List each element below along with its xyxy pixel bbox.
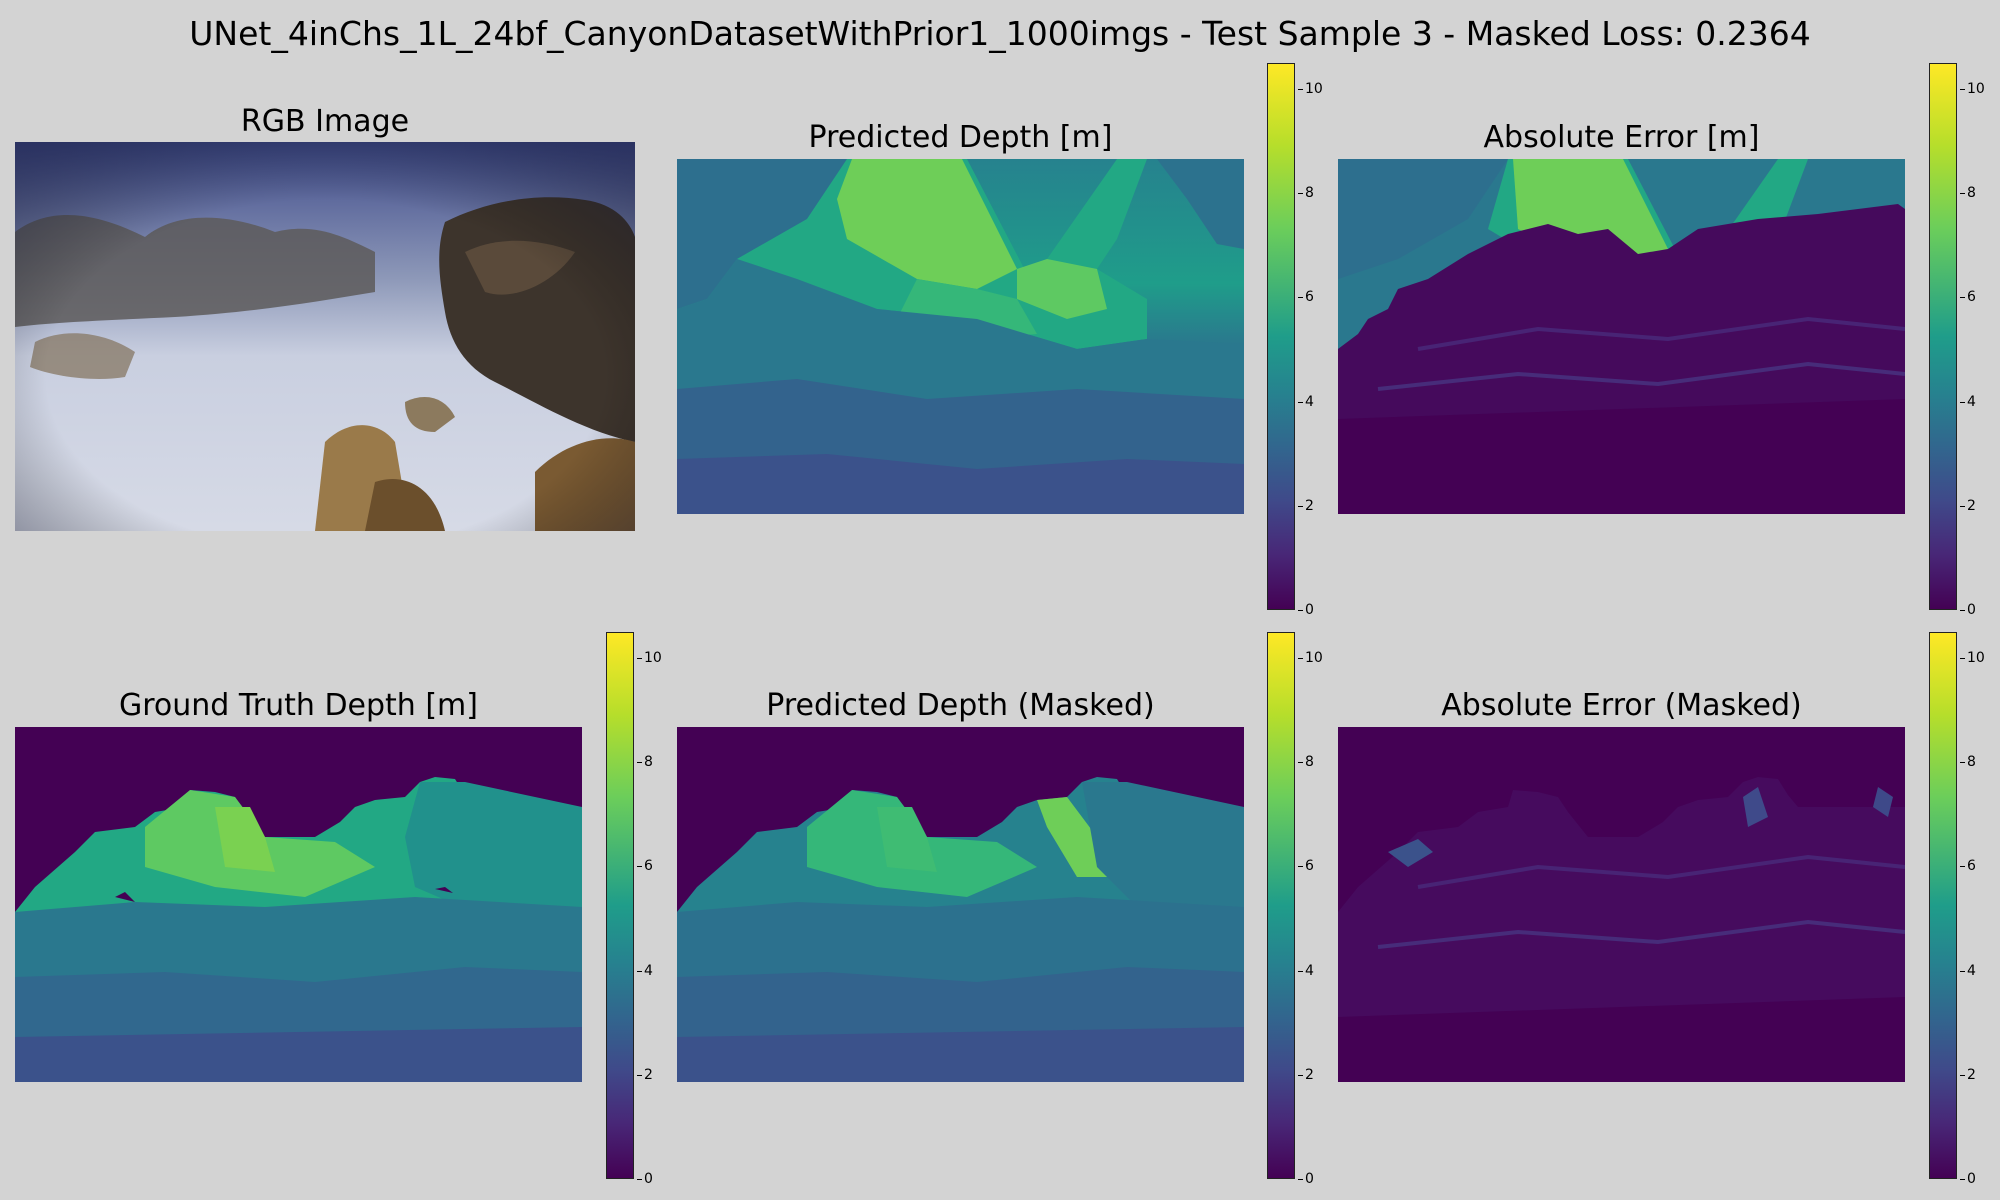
colorbar-tick-label: 8 xyxy=(1298,754,1314,771)
panel-title-predicted-depth: Predicted Depth [m] xyxy=(808,120,1113,155)
panel-title-predicted-masked: Predicted Depth (Masked) xyxy=(766,688,1155,723)
colorbar-tick-label: 6 xyxy=(637,858,653,875)
colorbar-tick-label: 6 xyxy=(1960,858,1976,875)
colorbar-tick-label: 2 xyxy=(637,1066,653,1083)
figure-title: UNet_4inChs_1L_24bf_CanyonDatasetWithPri… xyxy=(189,14,1811,53)
colorbar-tick-label: 10 xyxy=(1960,81,1985,98)
colorbar-tick-label: 10 xyxy=(1960,650,1985,667)
colorbar-tick-label: 0 xyxy=(1960,1171,1976,1187)
colorbar-tick-label: 8 xyxy=(637,754,653,771)
colorbar-tick-label: 8 xyxy=(1960,754,1976,771)
colorbar-tick-label: 2 xyxy=(1960,1066,1976,1083)
colorbar-tick-label: 4 xyxy=(1960,962,1976,979)
predicted-depth-map xyxy=(677,159,1244,514)
colorbar-tick-label: 2 xyxy=(1298,1066,1314,1083)
colorbar-tick-label: 4 xyxy=(1960,393,1976,410)
colorbar-error-masked xyxy=(1929,632,1957,1179)
colorbar-tick-label: 0 xyxy=(1960,602,1976,618)
colorbar-tick-label: 6 xyxy=(1298,858,1314,875)
colorbar-tick-label: 0 xyxy=(1298,1171,1314,1187)
panel-title-absolute-error: Absolute Error [m] xyxy=(1483,120,1760,155)
colorbar-tick-label: 0 xyxy=(637,1171,653,1187)
colorbar-tick-label: 10 xyxy=(1298,81,1323,98)
colorbar-tick-label: 6 xyxy=(1960,289,1976,306)
absolute-error-map xyxy=(1338,159,1905,514)
colorbar-absolute-error xyxy=(1929,63,1957,610)
colorbar-tick-label: 2 xyxy=(1960,497,1976,514)
colorbar-ground-truth xyxy=(606,632,634,1179)
colorbar-tick-label: 10 xyxy=(1298,650,1323,667)
colorbar-tick-label: 8 xyxy=(1960,185,1976,202)
panel-title-ground-truth: Ground Truth Depth [m] xyxy=(118,688,478,723)
panel-title-rgb: RGB Image xyxy=(240,104,410,139)
predicted-depth-masked-map xyxy=(677,727,1244,1082)
colorbar-tick-label: 2 xyxy=(1298,497,1314,514)
absolute-error-masked-map xyxy=(1338,727,1905,1082)
colorbar-predicted-depth xyxy=(1267,63,1295,610)
colorbar-tick-label: 8 xyxy=(1298,185,1314,202)
colorbar-predicted-masked xyxy=(1267,632,1295,1179)
colorbar-tick-label: 10 xyxy=(637,650,662,667)
colorbar-tick-label: 4 xyxy=(1298,393,1314,410)
panel-title-error-masked: Absolute Error (Masked) xyxy=(1441,688,1802,723)
ground-truth-depth-map xyxy=(15,727,582,1082)
colorbar-tick-label: 4 xyxy=(637,962,653,979)
colorbar-tick-label: 4 xyxy=(1298,962,1314,979)
rgb-image xyxy=(15,142,635,531)
colorbar-tick-label: 6 xyxy=(1298,289,1314,306)
colorbar-tick-label: 0 xyxy=(1298,602,1314,618)
